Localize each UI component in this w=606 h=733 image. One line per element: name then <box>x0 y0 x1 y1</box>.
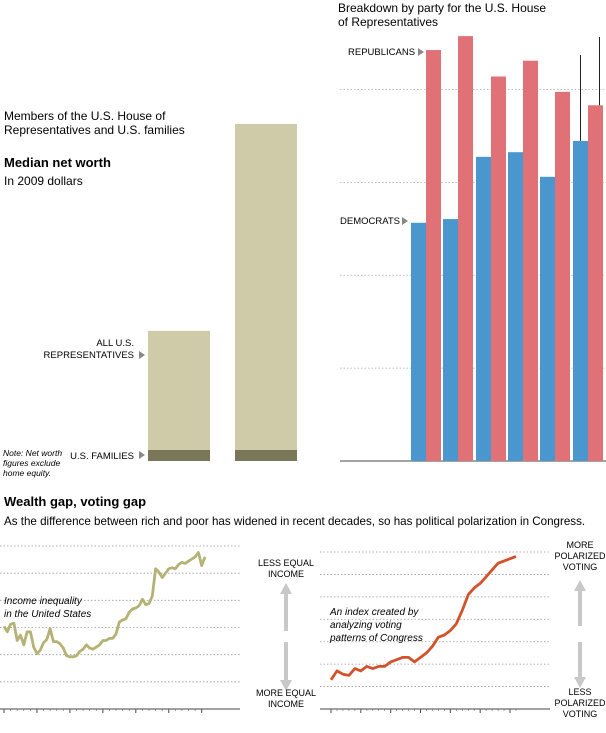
note-line3: home equity. <box>3 468 51 478</box>
note-line2: figures exclude <box>3 458 60 468</box>
more-equal-label-1: MORE EQUAL <box>256 688 316 698</box>
dem-bar-1 <box>443 219 458 461</box>
reps-bar-1984 <box>148 330 210 461</box>
reps-pointer-icon <box>139 351 145 359</box>
gini-annotation-line2: in the United States <box>4 609 91 620</box>
more-polarized-label-1: MORE <box>567 540 594 550</box>
right-title-line2: of Representatives <box>338 15 438 29</box>
left-bar-chart <box>148 124 297 461</box>
reps-bar-2009 <box>235 124 297 461</box>
label-democrats: DEMOCRATS <box>340 216 400 227</box>
republicans-pointer-icon <box>418 48 424 56</box>
less-equal-label-1: LESS EQUAL <box>258 558 314 568</box>
polar-up-arrow-icon <box>574 580 586 626</box>
rep-bar-4 <box>555 91 570 462</box>
label-republicans: REPUBLICANS <box>348 47 415 58</box>
rep-bar-3 <box>523 60 538 462</box>
gini-annotation-line1: Income inequality <box>4 596 83 607</box>
less-polarized-label-1: LESS <box>568 687 591 697</box>
right-title-line1: Breakdown by party for the U.S. House <box>338 1 546 15</box>
families-pointer-icon <box>139 451 145 459</box>
left-chart-subtitle: In 2009 dollars <box>4 174 83 188</box>
polarization-chart <box>320 551 550 713</box>
left-intro-line1: Members of the U.S. House of <box>4 109 166 123</box>
note-line1: Note: Net worth <box>3 448 62 458</box>
line-series-3 <box>329 555 517 681</box>
line-series-2 <box>2 551 207 659</box>
dem-bar-5 <box>573 140 588 461</box>
polar-annotation-line1: An index created by <box>329 607 419 618</box>
label-all-reps-line2: REPRESENTATIVES <box>44 350 134 361</box>
party-bar-chart <box>340 36 606 462</box>
label-families: U.S. FAMILIES <box>70 451 134 462</box>
dem-bar-0 <box>411 222 426 461</box>
bottom-subtitle: As the difference between rich and poor … <box>4 515 585 528</box>
polar-annotation-line2: analyzing voting <box>330 620 402 631</box>
rep-bar-1 <box>458 36 473 462</box>
families-bar-1984 <box>148 450 210 461</box>
rep-bar-0 <box>426 50 441 461</box>
more-polarized-label-2: POLARIZED <box>554 551 606 561</box>
left-intro-line2: Representatives and U.S. families <box>4 123 185 137</box>
bottom-title: Wealth gap, voting gap <box>4 494 146 509</box>
rep-bar-2 <box>491 76 506 461</box>
democrats-pointer-icon <box>402 217 408 225</box>
dem-bar-2 <box>476 156 491 461</box>
dem-bar-4 <box>540 176 555 462</box>
less-equal-label-2: INCOME <box>268 569 304 579</box>
less-polarized-label-2: POLARIZED <box>554 698 606 708</box>
more-equal-label-2: INCOME <box>268 699 304 709</box>
less-polarized-label-3: VOTING <box>563 709 598 719</box>
down-arrow-icon <box>280 642 292 691</box>
polar-down-arrow-icon <box>574 642 586 688</box>
income-inequality-chart <box>0 545 240 713</box>
left-chart-title: Median net worth <box>4 155 111 170</box>
rep-bar-5 <box>588 105 603 462</box>
label-all-reps-line1: ALL U.S. <box>96 338 134 349</box>
more-polarized-label-3: VOTING <box>563 562 598 572</box>
polar-annotation-line3: patterns of Congress <box>329 633 423 644</box>
families-bar-2009 <box>235 450 297 461</box>
up-arrow-icon <box>280 583 292 631</box>
dem-bar-3 <box>508 152 523 462</box>
